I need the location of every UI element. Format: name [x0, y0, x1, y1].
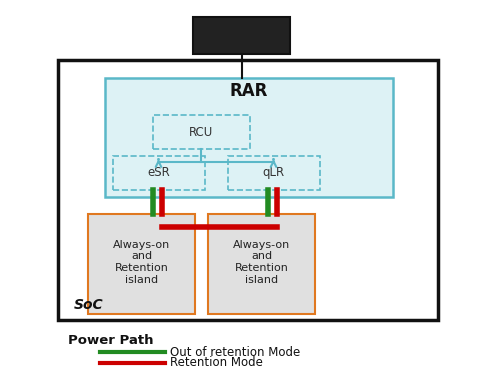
Text: Always-on
and
Retention
island: Always-on and Retention island	[113, 240, 170, 285]
Text: Power Path: Power Path	[68, 334, 153, 347]
Bar	[228, 156, 320, 190]
Text: Out of retention Mode: Out of retention Mode	[170, 346, 300, 359]
Bar	[105, 78, 393, 197]
Text: eSR: eSR	[147, 167, 170, 179]
Bar	[112, 156, 205, 190]
Text: 2xAA
batteries: 2xAA batteries	[216, 25, 266, 46]
Text: RAR: RAR	[230, 82, 268, 100]
Text: Always-on
and
Retention
island: Always-on and Retention island	[233, 240, 290, 285]
Text: RCU: RCU	[189, 126, 213, 138]
Bar	[58, 60, 438, 320]
Text: SoC: SoC	[74, 298, 104, 312]
Bar	[152, 115, 250, 149]
Bar	[192, 17, 290, 54]
Text: qLR: qLR	[262, 167, 284, 179]
Bar	[208, 214, 315, 314]
Bar	[88, 214, 195, 314]
Text: Retention Mode: Retention Mode	[170, 356, 263, 369]
